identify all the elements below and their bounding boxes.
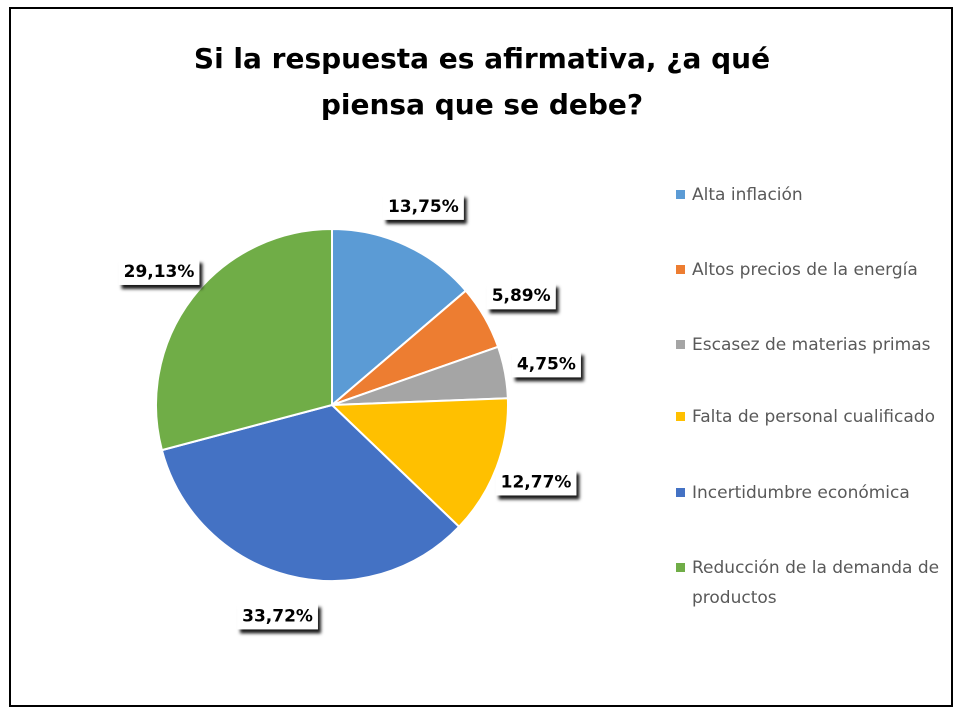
legend-swatch xyxy=(676,340,685,349)
pie-slice xyxy=(329,397,509,529)
data-label-box xyxy=(495,469,577,496)
data-label-group: 5,89% xyxy=(486,283,556,310)
data-label-box xyxy=(486,283,556,310)
legend-swatch xyxy=(676,190,685,199)
data-label-box xyxy=(511,351,581,378)
data-label-group: 12,77% xyxy=(495,469,577,496)
data-label: 29,13% xyxy=(124,262,195,282)
pie-slice xyxy=(155,227,333,452)
page: Si la respuesta es afirmativa, ¿a qué pi… xyxy=(9,7,956,707)
pie-slice xyxy=(331,227,468,408)
legend-swatch xyxy=(676,265,685,274)
legend-item: Alta inflación xyxy=(676,180,956,210)
legend-label: Escasez de materias primas xyxy=(692,335,931,355)
data-label: 13,75% xyxy=(388,197,459,217)
data-label: 12,77% xyxy=(501,472,572,492)
legend-swatch xyxy=(676,412,685,421)
data-label-group: 4,75% xyxy=(511,351,581,378)
legend-label: Alta inflación xyxy=(692,185,803,205)
legend-swatch xyxy=(676,563,685,572)
legend-label: Falta de personal cualificado xyxy=(692,407,935,427)
data-label-box xyxy=(382,193,464,220)
data-label: 33,72% xyxy=(242,606,313,626)
legend-swatch xyxy=(676,488,685,497)
data-label: 4,75% xyxy=(517,354,576,374)
data-label: 5,89% xyxy=(492,286,551,306)
legend-item: Incertidumbre económica xyxy=(676,478,956,508)
data-label-group: 33,72% xyxy=(237,603,318,630)
legend-label: Incertidumbre económica xyxy=(692,483,910,503)
chart: 13,75% 5,89% 4,75% 12,77% 33,72% 29,13% xyxy=(118,193,581,630)
legend-item: Falta de personal cualificado xyxy=(676,402,956,432)
data-label-box xyxy=(237,603,318,630)
legend-item: Escasez de materias primas xyxy=(676,330,956,360)
pie-slice xyxy=(160,403,461,582)
legend-item: Reducción de la demanda de productos xyxy=(676,553,956,613)
data-label-box xyxy=(118,258,200,285)
legend-label: Altos precios de la energía xyxy=(692,260,918,280)
legend-item: Altos precios de la energía xyxy=(676,255,956,285)
chart-title: Si la respuesta es afirmativa, ¿a qué pi… xyxy=(193,42,771,121)
data-label-group: 13,75% xyxy=(382,193,464,220)
data-label-group: 29,13% xyxy=(118,258,200,285)
legend-label: Reducción de la demanda de productos xyxy=(692,558,940,608)
